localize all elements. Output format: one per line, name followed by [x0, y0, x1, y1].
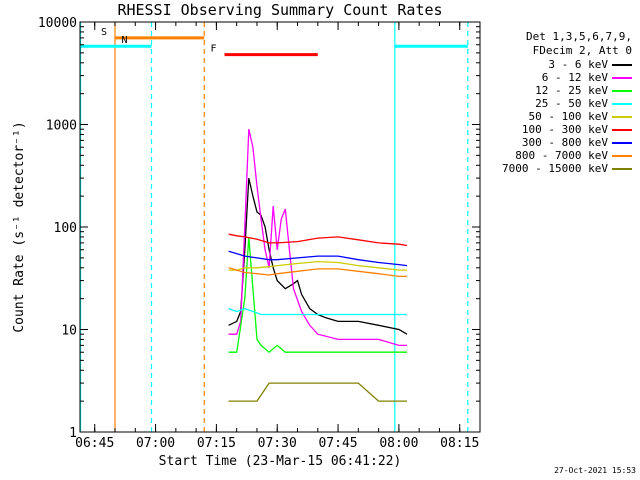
legend-entry-label: 50 - 100 keV: [528, 110, 608, 123]
series-line-3: [228, 307, 407, 316]
legend-entry-label: 12 - 25 keV: [535, 84, 608, 97]
x-tick-label: 07:30: [258, 436, 297, 451]
legend-swatch: [612, 103, 632, 105]
x-tick-label: 07:15: [197, 436, 236, 451]
y-tick-label: 1000: [46, 119, 77, 134]
legend-swatch: [612, 116, 632, 118]
y-axis-label: Count Rate (s⁻¹ detector⁻¹): [12, 121, 27, 332]
x-tick-label: 08:15: [440, 436, 479, 451]
legend-entry-label: 800 - 7000 keV: [515, 149, 608, 162]
legend-header-line-1: Det 1,3,5,6,7,9,: [526, 30, 632, 43]
legend-swatch: [612, 142, 632, 144]
footer-date: 27-Oct-2021 15:53: [554, 466, 636, 475]
legend-swatch: [612, 64, 632, 66]
legend-entry: 12 - 25 keV: [482, 84, 638, 97]
x-axis-label: Start Time (23-Mar-15 06:41:22): [158, 454, 402, 469]
x-tick-label: 08:00: [379, 436, 418, 451]
legend-entry-label: 100 - 300 keV: [521, 123, 608, 136]
legend-entry: 3 - 6 keV: [482, 58, 638, 71]
legend-swatch: [612, 155, 632, 157]
legend: Det 1,3,5,6,7,9, FDecim 2, Att 0 3 - 6 k…: [482, 30, 638, 175]
y-tick-label: 10: [61, 324, 77, 339]
legend-swatch: [612, 77, 632, 79]
legend-entries: 3 - 6 keV 6 - 12 keV 12 - 25 keV 25 - 50 ke…: [482, 58, 638, 175]
series-line-7: [228, 267, 407, 278]
legend-entry-label: 7000 - 15000 keV: [502, 162, 608, 175]
y-tick-label: 10000: [38, 16, 77, 31]
y-tick-label: 1: [69, 426, 77, 441]
legend-swatch: [612, 90, 632, 92]
legend-entry: 50 - 100 keV: [482, 110, 638, 123]
x-tick-label: 06:45: [75, 436, 114, 451]
chart-title: RHESSI Observing Summary Count Rates: [117, 1, 443, 19]
series-line-6: [228, 250, 408, 267]
legend-entry-label: 25 - 50 keV: [535, 97, 608, 110]
x-tick-label: 07:45: [318, 436, 357, 451]
legend-header-line-2: FDecim 2, Att 0: [532, 44, 632, 57]
series-line-2: [228, 236, 407, 354]
x-tick-label: 07:00: [136, 436, 175, 451]
legend-entry-label: 6 - 12 keV: [541, 71, 608, 84]
legend-entry: 100 - 300 keV: [482, 123, 638, 136]
legend-entry: 7000 - 15000 keV: [482, 162, 638, 175]
annotation-label-3: F: [211, 44, 217, 55]
series-line-8: [228, 382, 407, 402]
legend-entry: 25 - 50 keV: [482, 97, 638, 110]
legend-entry-label: 3 - 6 keV: [548, 58, 608, 71]
series-line-1: [228, 129, 407, 347]
legend-entry: 800 - 7000 keV: [482, 149, 638, 162]
y-tick-label: 100: [54, 221, 77, 236]
legend-swatch: [612, 168, 632, 170]
annotation-label-1: N: [122, 35, 128, 46]
legend-entry: 6 - 12 keV: [482, 71, 638, 84]
series-line-0: [228, 177, 408, 335]
legend-entry-label: 300 - 800 keV: [521, 136, 608, 149]
legend-entry: 300 - 800 keV: [482, 136, 638, 149]
series-line-5: [228, 233, 408, 247]
legend-swatch: [612, 129, 632, 131]
series-line-4: [228, 260, 407, 271]
annotation-label-0: S: [101, 27, 107, 38]
